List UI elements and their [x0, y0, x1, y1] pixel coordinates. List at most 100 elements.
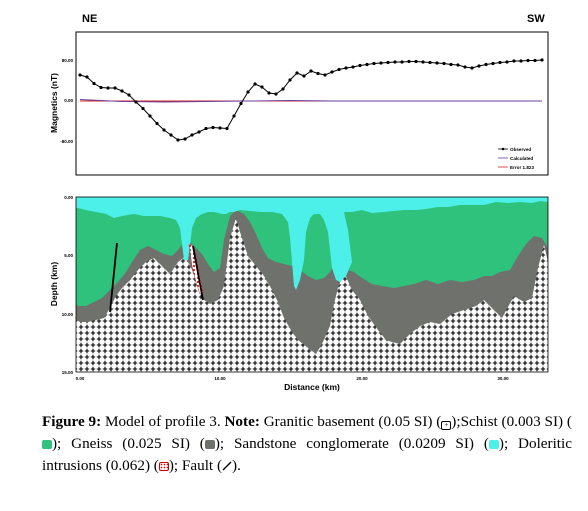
mag-ytick-80: 80.00 — [62, 58, 74, 63]
dist-tick-30: 30.00 — [497, 376, 509, 381]
observed-point — [379, 61, 383, 65]
caption-granite: Granitic basement (0.05 SI) ( — [263, 413, 442, 430]
observed-point — [113, 86, 117, 90]
observed-point — [155, 121, 159, 126]
observed-point — [337, 67, 341, 72]
observed-point — [393, 60, 397, 64]
geologic-section — [76, 197, 548, 372]
observed-point — [274, 92, 278, 96]
observed-point — [372, 61, 376, 66]
fault-swatch-icon — [222, 461, 232, 471]
observed-point — [344, 66, 348, 70]
caption-sandstone: ); Sandstone conglomerate (0.0209 SI) ( — [214, 435, 489, 452]
observed-point — [169, 133, 173, 137]
caption-label: Figure 9: — [42, 413, 102, 430]
observed-point — [309, 69, 313, 73]
depth-tick-15: 15.00 — [62, 370, 74, 375]
caption-dolerite: ); Doleritic intrusions (0.062) ( — [42, 435, 572, 474]
observed-point — [407, 59, 411, 64]
figure-caption: Figure 9: Model of profile 3. Note: Gran… — [42, 411, 572, 477]
observed-point — [484, 62, 488, 67]
model-plot: NE SW Magnetics (nT) 80.00 0.00 -80.00 O… — [49, 13, 549, 392]
observed-point — [260, 85, 264, 89]
sandstone-swatch-icon — [488, 440, 499, 449]
magnetics-frame — [75, 31, 549, 176]
distance-xlabel: Distance (km) — [284, 382, 340, 392]
dist-tick-0: 0.00 — [76, 376, 85, 381]
observed-point — [162, 128, 166, 132]
observed-point — [127, 93, 131, 97]
observed-point — [519, 59, 523, 63]
observed-point — [456, 63, 460, 67]
observed-point — [512, 59, 516, 63]
observed-point — [330, 70, 334, 74]
dist-tick-10: 10.00 — [214, 376, 226, 381]
observed-point — [316, 71, 320, 76]
granite-swatch-icon: + — [441, 421, 452, 430]
observed-point — [463, 65, 467, 69]
caption-title: Model of profile 3. — [105, 413, 221, 430]
depth-ylabel: Depth (km) — [49, 262, 59, 307]
observed-point — [92, 81, 96, 86]
observed-point — [358, 63, 362, 68]
observed-point — [428, 60, 432, 65]
observed-point — [498, 60, 502, 65]
observed-point — [218, 126, 222, 130]
caption-end: ). — [232, 457, 241, 474]
observed-point — [197, 130, 201, 134]
observed-point — [540, 58, 544, 62]
legend-calculated: Calculated — [510, 156, 533, 161]
observed-point — [400, 60, 404, 64]
observed-point — [302, 74, 306, 78]
legend-error: Error 1.823 — [510, 165, 534, 170]
depth-tick-5: 5.00 — [64, 253, 73, 258]
sw-label: SW — [527, 13, 545, 25]
observed-point — [323, 73, 327, 77]
depth-tick-10: 10.00 — [62, 312, 74, 317]
observed-point — [211, 125, 215, 130]
observed-point — [533, 58, 537, 63]
ne-label: NE — [82, 13, 97, 25]
observed-point — [477, 64, 481, 68]
observed-point — [491, 61, 495, 66]
observed-point — [351, 65, 355, 69]
observed-point — [442, 61, 446, 66]
observed-point — [141, 106, 145, 111]
schist-swatch-icon — [42, 440, 52, 449]
observed-point — [78, 73, 82, 77]
gneiss-swatch-icon — [204, 440, 215, 449]
observed-point — [414, 59, 418, 64]
sandstone-conglomerate — [76, 197, 548, 290]
dolerite-swatch-icon — [158, 462, 169, 471]
observed-point — [183, 137, 187, 141]
section-frame — [75, 196, 549, 373]
observed-point — [253, 82, 257, 86]
calculated-line — [79, 99, 542, 103]
magnetics-legend: Observed Calculated Error 1.823 — [498, 147, 534, 170]
observed-point — [505, 60, 509, 64]
observed-point — [232, 114, 236, 118]
observed-point — [295, 71, 299, 75]
caption-fault: ); Fault ( — [168, 457, 223, 474]
observed-point — [148, 114, 152, 118]
observed-point — [246, 90, 250, 94]
observed-point — [120, 89, 124, 93]
magnetics-ylabel: Magnetics (nT) — [49, 73, 59, 133]
observed-point — [134, 100, 138, 104]
observed-point — [190, 133, 194, 137]
schist-layer — [76, 200, 548, 306]
observed-point — [281, 87, 285, 91]
observed-point — [176, 138, 180, 142]
observed-point — [239, 101, 243, 106]
magnetics-series — [78, 58, 544, 142]
fault-line-west — [109, 242, 118, 313]
observed-point — [470, 66, 474, 70]
observed-point — [106, 86, 110, 90]
observed-point — [449, 62, 453, 67]
dist-tick-20: 20.00 — [356, 376, 368, 381]
caption-schist: );Schist (0.003 SI) ( — [451, 413, 572, 430]
caption-gneiss: ); Gneiss (0.025 SI) ( — [52, 435, 205, 452]
mag-ytick-0: 0.00 — [64, 98, 73, 103]
observed-point — [288, 78, 292, 82]
